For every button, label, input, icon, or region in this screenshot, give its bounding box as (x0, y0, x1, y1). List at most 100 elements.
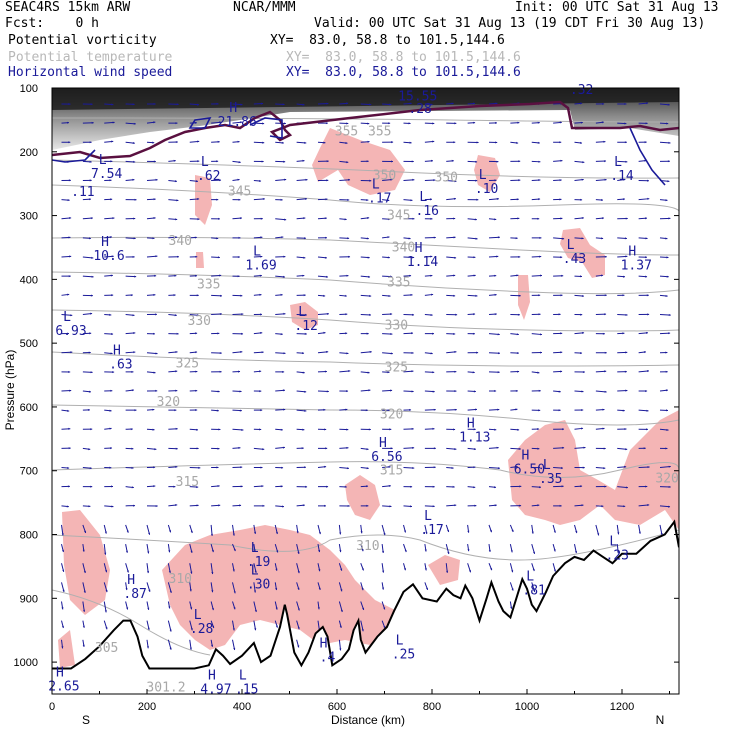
wind-vector-head (451, 102, 454, 105)
wind-vector-head (175, 389, 178, 392)
extremum-type: H (56, 665, 64, 680)
wind-vector-head (305, 485, 308, 488)
wind-vector-head (195, 351, 198, 354)
y-tick-label: 600 (20, 402, 38, 414)
wind-vector-head (581, 294, 584, 297)
wind-vector-head (126, 530, 129, 533)
center-label: NCAR/MMM (233, 0, 296, 15)
wind-vector-head (211, 608, 214, 611)
wind-vector-head (538, 466, 541, 469)
wind-vector-head (412, 256, 415, 259)
wind-vector-head (297, 551, 300, 554)
wind-vector-head (126, 607, 129, 610)
wind-vector-head (604, 370, 607, 373)
wind-vector-head (602, 102, 605, 105)
wind-vector-head (147, 551, 150, 554)
wind-vector-head (281, 141, 284, 144)
pv-contour-3 (629, 127, 666, 186)
wind-vector-head (89, 179, 92, 182)
theta-line-330 (52, 309, 679, 332)
wind-vector-head (110, 447, 112, 450)
extremum-value: 6.93 (55, 324, 86, 339)
wind-vector-head (318, 550, 321, 553)
extremum-type: L (419, 190, 427, 205)
pv-region-upper-6 (518, 275, 530, 320)
wind-vector-head (154, 274, 157, 277)
y-axis-title: Pressure (hPa) (3, 350, 17, 431)
wind-vector-head (297, 645, 300, 648)
wind-vector-head (562, 237, 565, 240)
extremum-value: .4 (320, 651, 336, 666)
wind-vector-head (83, 590, 86, 593)
wind-vector-head (68, 447, 71, 450)
wind-vector-head (411, 427, 414, 430)
field-theta-name: Potential temperature (8, 50, 173, 65)
wind-vector-head (410, 293, 413, 296)
x-tick-label: 800 (423, 701, 441, 713)
wind-vector-head (153, 198, 156, 201)
wind-vector-head (168, 570, 171, 573)
extremum-type: L (239, 669, 247, 684)
wind-vector-head (133, 217, 136, 220)
wind-vector-head (388, 465, 391, 468)
pv-region-upper-2 (474, 155, 500, 192)
wind-vector-head (238, 236, 241, 239)
wind-vector-head (175, 370, 178, 373)
wind-vector-head (582, 161, 585, 164)
wind-vector-head (238, 446, 241, 449)
wind-vector-head (132, 103, 135, 106)
wind-vector-head (325, 236, 327, 239)
wind-vector-head (175, 141, 178, 144)
wind-vector-head (195, 389, 198, 392)
wind-vector-head (84, 530, 86, 533)
wind-vector-head (240, 121, 243, 124)
wind-vector-head (412, 178, 415, 181)
wind-vector-head (305, 178, 308, 181)
wind-vector-head (495, 102, 498, 105)
extremum-type: L (609, 535, 617, 550)
wind-vector-head (581, 237, 584, 240)
extremum-value: 2.65 (48, 679, 79, 694)
wind-vector-head (105, 627, 108, 630)
wind-vector-head (195, 255, 198, 258)
extremum-type: L (543, 458, 551, 473)
wind-vector-head (454, 256, 457, 259)
wind-vector-head (240, 350, 243, 353)
wind-vector-head (625, 217, 628, 220)
wind-vector-head (454, 180, 457, 183)
wind-vector-head (368, 428, 371, 431)
wind-vector-head (175, 465, 178, 468)
wind-vector-head (259, 179, 261, 182)
wind-vector-head (254, 628, 257, 631)
wind-vector-head (283, 352, 286, 355)
wind-vector-head (169, 590, 172, 593)
wind-vector-head (241, 428, 244, 431)
wind-vector-head (254, 590, 256, 593)
wind-vector-head (537, 428, 540, 431)
wind-vector-head (110, 160, 113, 163)
wind-vector-head (240, 466, 243, 469)
pv-region-mid-1 (290, 302, 318, 330)
wind-vector-head (134, 409, 137, 412)
wind-vector-head (409, 408, 411, 411)
init-label: Init: 00 UTC Sat 31 Aug 13 (515, 0, 719, 15)
wind-vector-head (238, 161, 241, 164)
wind-vector-head (495, 121, 497, 124)
wind-vector-head (112, 371, 115, 374)
wind-vector-head (558, 409, 561, 412)
wind-vector-head (426, 587, 428, 590)
wind-vector-head (411, 370, 414, 373)
wind-vector-head (496, 255, 499, 258)
wind-vector-head (262, 448, 265, 451)
wind-vector-head (218, 504, 221, 507)
wind-vector-head (433, 466, 436, 469)
wind-vector-head (553, 569, 556, 572)
wind-vector-head (175, 504, 178, 507)
wind-vector-head (562, 446, 565, 449)
wind-vector-head (216, 409, 219, 412)
wind-vector-head (260, 466, 263, 469)
wind-vector-head (425, 531, 428, 534)
wind-vector-head (345, 332, 348, 335)
wind-vector-head (67, 409, 70, 412)
wind-vector-head (516, 141, 519, 144)
